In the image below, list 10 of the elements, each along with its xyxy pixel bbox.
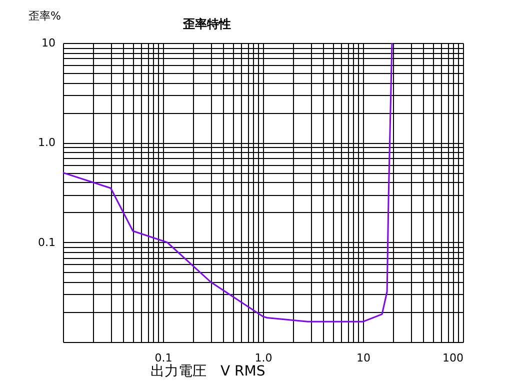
x-tick-label: 0.1 [154, 352, 172, 364]
x-tick-label: 1.0 [254, 352, 272, 364]
y-tick-label: 1.0 [38, 136, 56, 150]
x-axis-title: 出力電圧 V RMS [150, 364, 266, 380]
y-tick-label: 10 [42, 36, 56, 50]
x-tick-label: 10 [356, 352, 370, 364]
y-tick-label: 0.1 [38, 236, 56, 249]
y-axis-title: 歪率% [28, 10, 61, 22]
x-tick-label: 100 [442, 352, 464, 364]
chart-title: 歪率特性 [182, 17, 231, 31]
